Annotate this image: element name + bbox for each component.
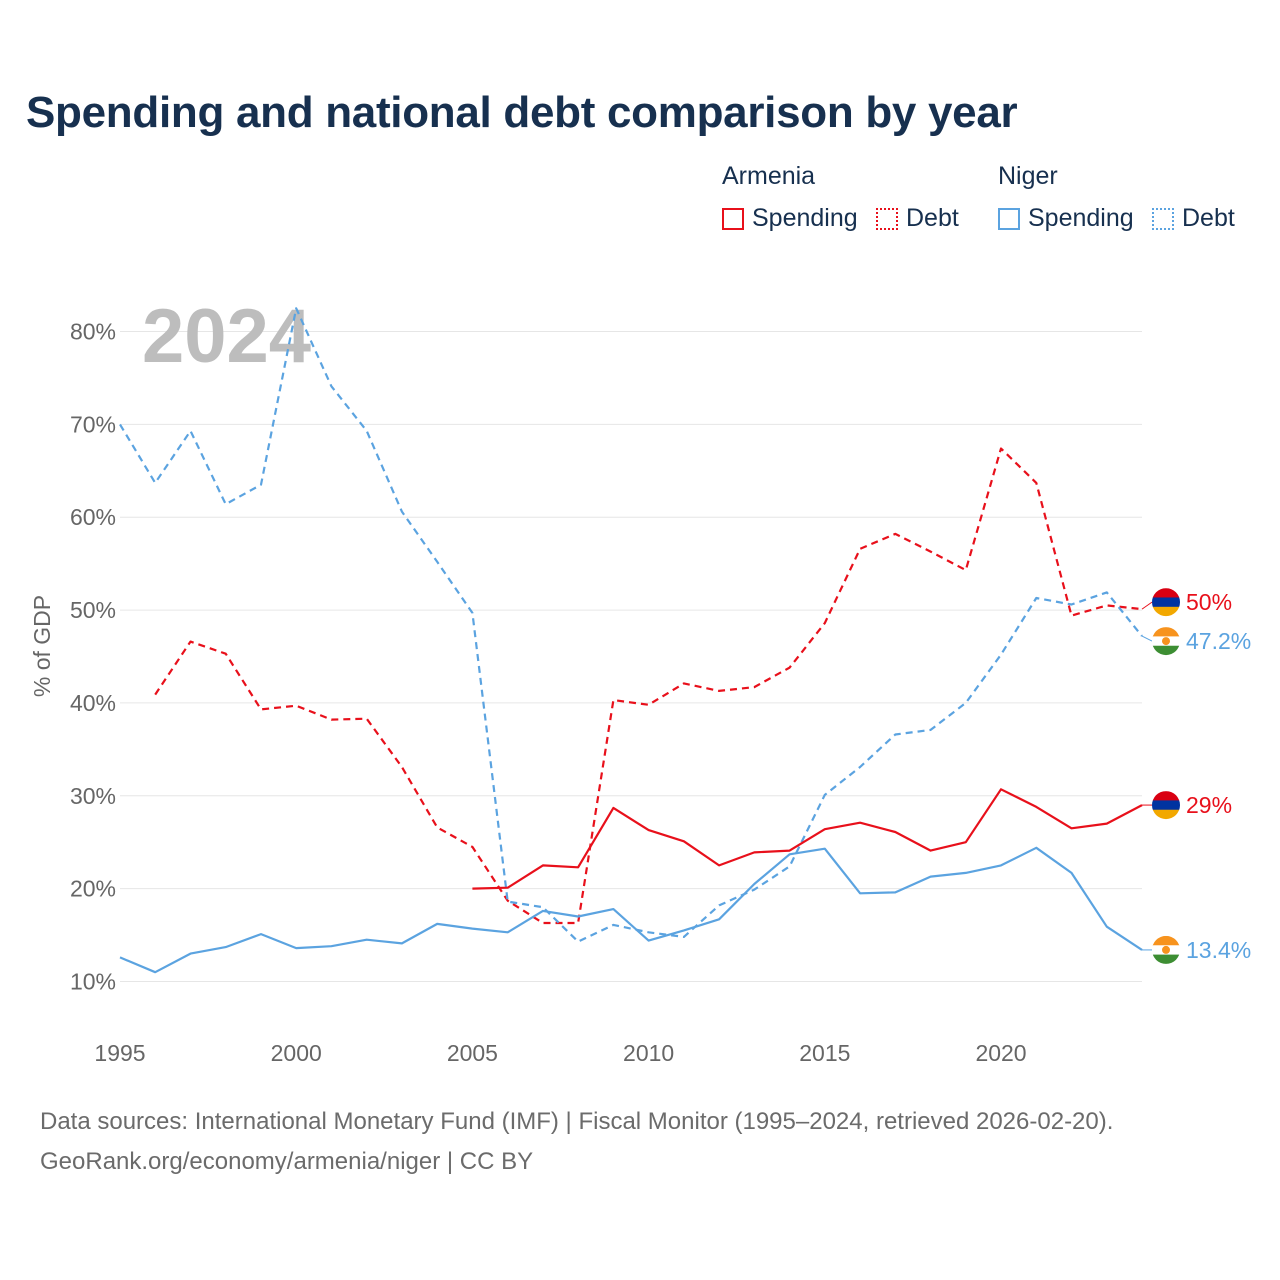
y-tick-label: 20%	[70, 876, 116, 902]
y-tick-label: 10%	[70, 969, 116, 995]
solid-line-swatch-icon	[998, 207, 1020, 230]
armenia-flag-icon	[1152, 588, 1180, 617]
niger-debt-line[interactable]	[119, 307, 1143, 943]
dotted-line-swatch-icon	[1152, 207, 1174, 230]
end-label-leader	[1141, 635, 1153, 642]
y-tick-label: 70%	[70, 411, 116, 437]
y-tick-label: 40%	[70, 690, 116, 716]
legend-label: Debt	[1182, 204, 1235, 232]
legend-label: Spending	[1028, 204, 1134, 232]
gridlines	[120, 331, 1142, 982]
legend-item-niger-spending[interactable]: Spending	[998, 204, 1134, 233]
legend-item-armenia-debt[interactable]: Debt	[876, 204, 959, 233]
x-tick-label: 2000	[271, 1040, 322, 1066]
end-value-label: 29%	[1186, 792, 1232, 818]
x-tick-label: 2015	[799, 1040, 850, 1066]
x-tick-label: 2020	[975, 1040, 1026, 1066]
legend-label: Spending	[752, 204, 858, 232]
niger-flag-icon	[1152, 935, 1180, 964]
y-tick-label: 30%	[70, 783, 116, 809]
end-value-label: 13.4%	[1186, 937, 1251, 963]
dotted-line-swatch-icon	[876, 207, 898, 230]
x-tick-label: 2010	[623, 1040, 674, 1066]
armenia-flag-icon	[1152, 791, 1180, 820]
end-value-label: 47.2%	[1186, 628, 1251, 654]
end-label-leader	[1141, 601, 1153, 610]
niger-spending-line[interactable]	[119, 846, 1143, 974]
end-value-label: 50%	[1186, 589, 1232, 615]
armenia-spending-line[interactable]	[472, 788, 1143, 890]
armenia-debt-line[interactable]	[154, 447, 1143, 925]
legend-group-armenia: Armenia	[722, 162, 816, 190]
niger-flag-icon	[1152, 627, 1180, 656]
y-tick-label: 50%	[70, 597, 116, 623]
y-tick-label: 60%	[70, 504, 116, 530]
solid-line-swatch-icon	[722, 207, 744, 230]
legend-item-niger-debt[interactable]: Debt	[1152, 204, 1235, 233]
year-watermark: 2024	[142, 294, 311, 379]
x-tick-label: 1995	[94, 1040, 145, 1066]
y-tick-label: 80%	[70, 319, 116, 345]
legend-item-armenia-spending[interactable]: Spending	[722, 204, 858, 233]
source-url: GeoRank.org/economy/armenia/niger | CC B…	[40, 1148, 534, 1175]
legend-label: Debt	[906, 204, 959, 232]
source-text: Data sources: International Monetary Fun…	[40, 1108, 1114, 1135]
legend-group-niger: Niger	[998, 162, 1058, 190]
x-tick-label: 2005	[447, 1040, 498, 1066]
chart-title: Spending and national debt comparison by…	[26, 88, 1018, 137]
y-axis-label: % of GDP	[29, 595, 55, 697]
